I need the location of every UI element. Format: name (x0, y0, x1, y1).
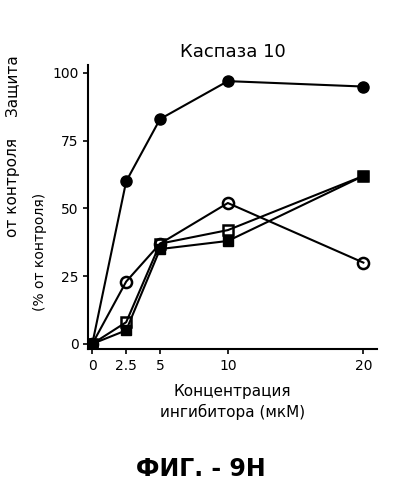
Text: ФИГ. - 9Н: ФИГ. - 9Н (136, 457, 265, 481)
Text: Концентрация: Концентрация (174, 384, 292, 399)
Text: (% от контроля): (% от контроля) (33, 193, 47, 311)
Text: от контроля: от контроля (4, 138, 20, 237)
Title: Каспаза 10: Каспаза 10 (180, 42, 286, 60)
Text: Защита: Защита (4, 54, 20, 116)
Text: ингибитора (мкМ): ингибитора (мкМ) (160, 404, 305, 420)
